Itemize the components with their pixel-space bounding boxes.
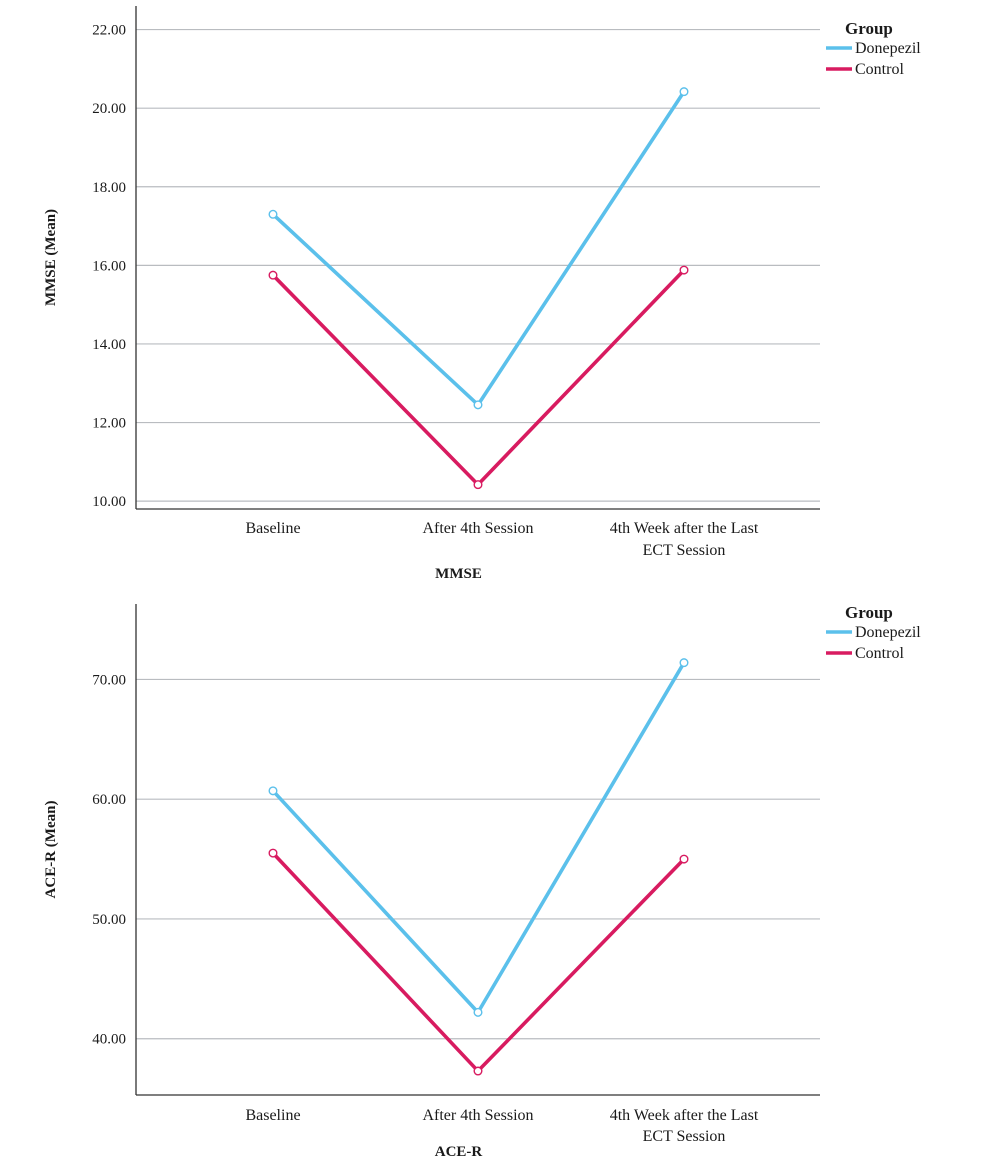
- y-axis-title: ACE-R (Mean): [43, 801, 59, 899]
- x-tick-label: 4th Week after the Last ECT Session: [610, 520, 759, 559]
- data-point-donepezil: [679, 658, 689, 668]
- x-tick-label: 4th Week after the Last ECT Session: [610, 1107, 759, 1145]
- data-point-control: [473, 1066, 483, 1076]
- y-tick-label: 20.00: [92, 101, 126, 117]
- data-point-donepezil: [473, 1007, 483, 1017]
- x-tick-label: Baseline: [245, 1107, 300, 1124]
- x-tick-label: After 4th Session: [422, 1107, 533, 1124]
- data-point-control: [268, 848, 278, 858]
- data-point-control: [473, 480, 483, 490]
- data-point-donepezil: [268, 209, 278, 219]
- legend-label-donepezil: Donepezil: [855, 624, 921, 641]
- data-point-donepezil: [679, 87, 689, 97]
- y-axis-title: MMSE (Mean): [43, 209, 59, 306]
- series-line-donepezil: [271, 660, 686, 1015]
- series-line-donepezil: [271, 89, 686, 407]
- legend-title: Group: [845, 19, 893, 38]
- y-tick-label: 10.00: [92, 494, 126, 510]
- x-axis-title: MMSE: [435, 566, 482, 582]
- x-axis-title: ACE-R: [435, 1144, 483, 1160]
- data-point-donepezil: [268, 786, 278, 796]
- legend-label-donepezil: Donepezil: [855, 40, 921, 57]
- legend-label-control: Control: [855, 645, 904, 662]
- y-tick-label: 70.00: [92, 672, 126, 688]
- data-point-control: [268, 270, 278, 280]
- y-tick-label: 12.00: [92, 416, 126, 432]
- data-point-control: [679, 854, 689, 864]
- legend-title: Group: [845, 603, 893, 622]
- data-point-control: [679, 265, 689, 275]
- ace-r-chart: 40.00 50.00 60.00 70.00 Baseline After 4th Se…: [43, 603, 921, 1160]
- y-tick-label: 60.00: [92, 792, 126, 808]
- y-tick-label: 50.00: [92, 912, 126, 928]
- y-tick-label: 14.00: [92, 337, 126, 353]
- x-tick-label: Baseline: [245, 520, 300, 537]
- mmse-chart: 10.00 12.00 14.00 16.00 18.00 20.00 22.00 Basel…: [43, 6, 921, 582]
- data-point-donepezil: [473, 400, 483, 410]
- x-tick-label: After 4th Session: [422, 520, 533, 537]
- y-tick-label: 16.00: [92, 258, 126, 274]
- series-line-control: [271, 268, 686, 487]
- y-tick-label: 40.00: [92, 1032, 126, 1048]
- y-tick-label: 22.00: [92, 23, 126, 39]
- legend-label-control: Control: [855, 61, 904, 78]
- y-tick-label: 18.00: [92, 180, 126, 196]
